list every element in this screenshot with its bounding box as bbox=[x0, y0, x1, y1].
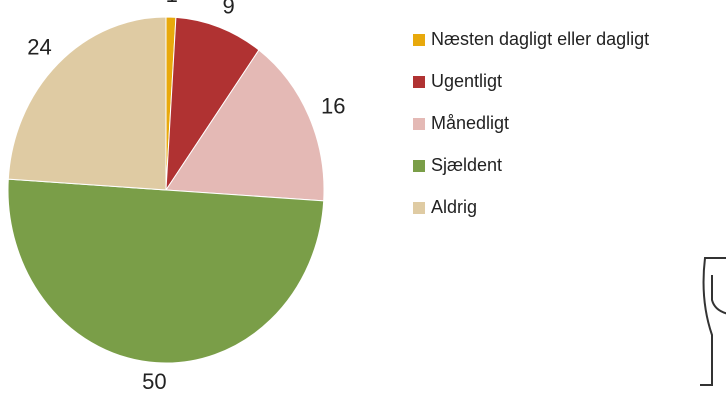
legend-label: Ugentligt bbox=[431, 71, 502, 91]
pie-slice bbox=[165, 16, 260, 192]
pie-slice bbox=[7, 178, 325, 364]
legend-label: Aldrig bbox=[431, 197, 477, 217]
data-label: 24 bbox=[27, 35, 51, 60]
legend-swatch bbox=[413, 34, 425, 46]
data-label: 1 bbox=[166, 0, 178, 7]
legend-swatch bbox=[413, 160, 425, 172]
glass-icon bbox=[700, 257, 726, 386]
legend-label: Sjældent bbox=[431, 155, 502, 175]
legend-label: Næsten dagligt eller dagligt bbox=[431, 29, 649, 49]
data-label: 16 bbox=[321, 93, 345, 118]
pie-slice bbox=[165, 49, 325, 202]
legend-swatch bbox=[413, 118, 425, 130]
data-label: 9 bbox=[222, 0, 234, 19]
data-label: 50 bbox=[142, 369, 166, 394]
legend-swatch bbox=[413, 202, 425, 214]
pie-slice bbox=[7, 16, 167, 191]
legend-swatch bbox=[413, 76, 425, 88]
legend-label: Månedligt bbox=[431, 113, 509, 133]
